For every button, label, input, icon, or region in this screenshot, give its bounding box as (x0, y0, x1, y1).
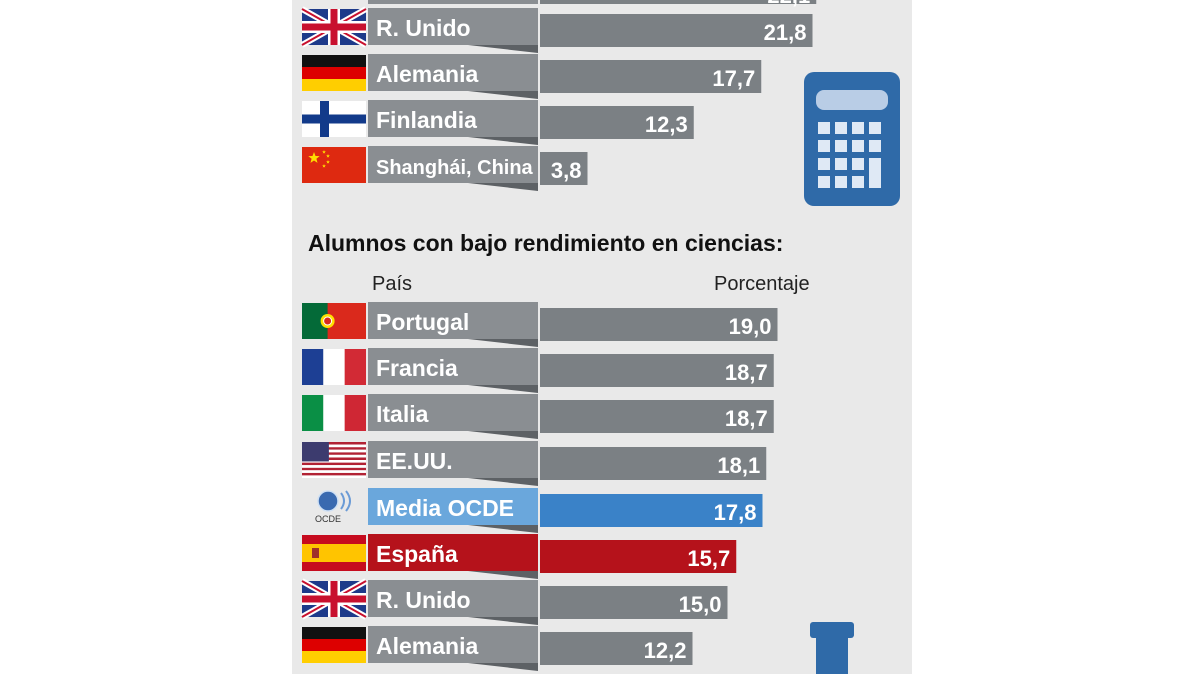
label-fold (468, 617, 538, 625)
value-label: 21,8 (764, 20, 807, 45)
category-label-box (368, 394, 538, 431)
label-fold (468, 339, 538, 347)
bar-row-1-1: Francia 18,7 (368, 348, 774, 393)
value-bar (540, 60, 762, 93)
category-label-box (368, 146, 538, 183)
label-fold (468, 91, 538, 99)
label-fold (468, 525, 538, 533)
label-fold (468, 663, 538, 671)
value-bar (540, 14, 813, 47)
value-bar (540, 586, 728, 619)
ocde-logo-icon: OCDE (315, 490, 351, 524)
infographic-panel: 22,1 R. Unido 21,8 Alemania 17,7 Finlandia 12,… (292, 0, 912, 674)
bar-row-1-5: España 15,7 (368, 534, 737, 579)
chart-svg: 22,1 R. Unido 21,8 Alemania 17,7 Finlandia 12,… (300, 0, 900, 674)
category-label: Portugal (376, 309, 469, 335)
category-label-box (368, 580, 538, 617)
category-label: Finlandia (376, 107, 477, 133)
value-label: 17,8 (714, 500, 757, 525)
label-fold (468, 45, 538, 53)
flag-usa-icon (302, 442, 366, 478)
flag-spain-icon (302, 535, 366, 571)
value-label: 15,7 (687, 546, 730, 571)
value-bar (540, 540, 737, 573)
value-bar (540, 152, 588, 185)
flag-portugal-icon (302, 303, 366, 339)
value-label: 18,7 (725, 360, 768, 385)
bar-row-0-2: Finlandia 12,3 (368, 100, 694, 145)
bar-row-0-1: Alemania 17,7 (368, 54, 762, 99)
value-label: 17,7 (712, 66, 755, 91)
category-label: EE.UU. (376, 448, 453, 474)
category-label-box (368, 534, 538, 571)
category-label-box (368, 54, 538, 91)
value-bar (540, 447, 767, 480)
category-label: Francia (376, 355, 458, 381)
value-label: 12,2 (644, 638, 687, 663)
category-label: Italia (376, 401, 429, 427)
value-bar (540, 494, 763, 527)
ocde-logo-text: OCDE (315, 514, 341, 524)
category-label: España (376, 541, 458, 567)
value-label-partial: 22,1 (767, 0, 810, 8)
bar-row-0-3: Shanghái, China 3,8 (368, 146, 588, 191)
flag-china-icon (302, 147, 366, 183)
category-label-box (368, 8, 538, 45)
label-fold (468, 571, 538, 579)
category-label-box (368, 488, 538, 525)
category-label-box (368, 100, 538, 137)
category-label: Shanghái, China (376, 157, 534, 179)
column-header-country: País (372, 273, 412, 295)
value-bar (540, 354, 774, 387)
value-label: 12,3 (645, 112, 688, 137)
flag-germany-icon (302, 55, 366, 91)
value-label: 18,7 (725, 406, 768, 431)
label-fold (468, 385, 538, 393)
flag-germany-icon (302, 627, 366, 663)
flag-uk-icon (300, 6, 368, 48)
calculator-icon (804, 72, 900, 206)
bar-row-1-6: R. Unido 15,0 (368, 580, 728, 625)
bar-row-1-7: Alemania 12,2 (368, 626, 693, 671)
value-label: 18,1 (717, 453, 760, 478)
category-label: Alemania (376, 633, 478, 659)
bar-row-1-0: Portugal 19,0 (368, 302, 778, 347)
category-label-box (368, 441, 538, 478)
value-bar (540, 400, 774, 433)
value-label: 15,0 (679, 592, 722, 617)
category-label-box-partial (368, 0, 538, 4)
value-bar (540, 106, 694, 139)
flag-uk-icon (300, 578, 368, 620)
label-fold (468, 431, 538, 439)
category-label: Media OCDE (376, 495, 514, 521)
flag-italy-icon (302, 395, 366, 431)
bar-row-0-0: R. Unido 21,8 (368, 8, 813, 53)
flag-france-icon (302, 349, 366, 385)
category-label: Alemania (376, 61, 478, 87)
flag-finland-icon (302, 101, 366, 137)
category-label: R. Unido (376, 587, 471, 613)
column-header-value: Porcentaje (714, 273, 810, 295)
label-fold (468, 183, 538, 191)
section-title: Alumnos con bajo rendimiento en ciencias… (308, 230, 783, 256)
category-label-box (368, 302, 538, 339)
bar-row-1-3: EE.UU. 18,1 (368, 441, 767, 486)
value-bar (540, 308, 778, 341)
category-label-box (368, 626, 538, 663)
category-label-box (368, 348, 538, 385)
label-fold (468, 478, 538, 486)
label-fold (468, 137, 538, 145)
bar-row-1-2: Italia 18,7 (368, 394, 774, 439)
microscope-icon (810, 622, 854, 674)
value-label: 19,0 (729, 314, 772, 339)
value-label: 3,8 (551, 158, 582, 183)
bar-row-partial (540, 0, 817, 4)
category-label: R. Unido (376, 15, 471, 41)
value-bar (540, 632, 693, 665)
bar-row-1-4: Media OCDE 17,8 (368, 488, 763, 533)
